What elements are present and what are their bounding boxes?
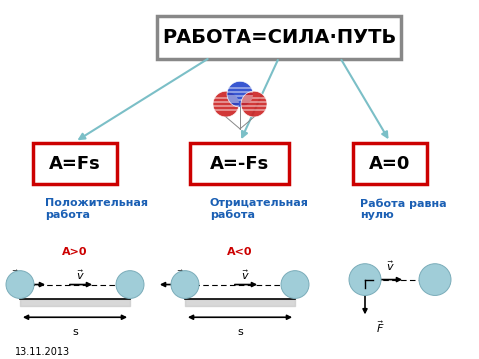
Text: $\vec{v}$: $\vec{v}$ [76,269,84,283]
Circle shape [281,271,309,298]
Circle shape [227,81,253,107]
Text: РАБОТА=СИЛА·ПУТЬ: РАБОТА=СИЛА·ПУТЬ [162,28,396,47]
Text: A<0: A<0 [227,247,253,257]
Text: A>0: A>0 [62,247,88,257]
FancyBboxPatch shape [353,143,427,185]
FancyBboxPatch shape [157,16,401,60]
Text: A=0: A=0 [369,155,411,173]
Circle shape [419,264,451,295]
Text: $\vec{v}$: $\vec{v}$ [386,260,394,274]
Circle shape [241,91,267,117]
Text: A=-Fs: A=-Fs [210,155,270,173]
Text: Работа равна
нулю: Работа равна нулю [360,198,446,220]
Text: $\vec{v}$: $\vec{v}$ [240,269,250,283]
Text: $\vec{F}$: $\vec{F}$ [11,269,19,284]
FancyBboxPatch shape [33,143,117,185]
Text: Отрицательная
работа: Отрицательная работа [210,198,309,220]
Text: $\vec{F}$: $\vec{F}$ [376,319,384,335]
FancyBboxPatch shape [191,143,289,185]
Circle shape [213,91,239,117]
Circle shape [116,271,144,298]
Text: s: s [237,327,243,337]
Circle shape [171,271,199,298]
Circle shape [349,264,381,295]
Circle shape [6,271,34,298]
Text: 13.11.2013: 13.11.2013 [15,347,70,357]
Text: Положительная
работа: Положительная работа [45,198,148,220]
Text: s: s [72,327,78,337]
Text: A=Fs: A=Fs [49,155,101,173]
Text: $\vec{F}$: $\vec{F}$ [176,269,184,284]
